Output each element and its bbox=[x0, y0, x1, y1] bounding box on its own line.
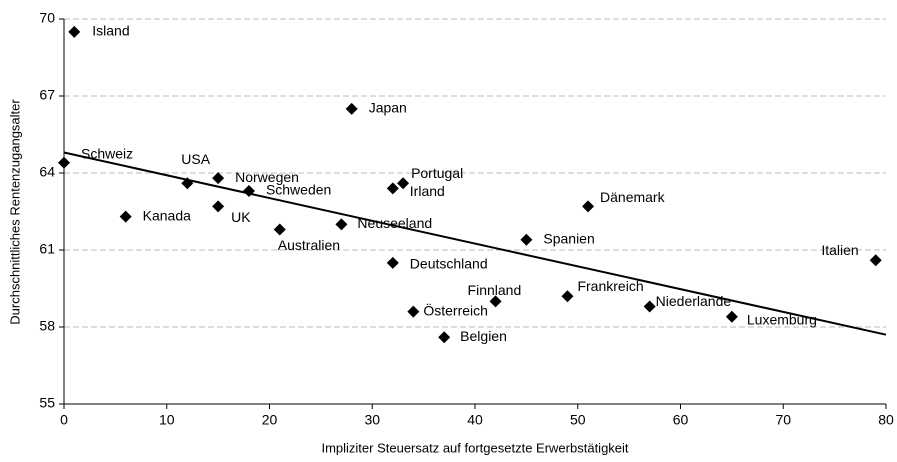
y-tick-label: 67 bbox=[39, 87, 55, 103]
y-axis-label: Durchschnittliches Rentenzugangsalter bbox=[7, 99, 22, 325]
point-label: Japan bbox=[369, 100, 407, 116]
point bbox=[58, 156, 70, 169]
point bbox=[386, 256, 399, 269]
y-tick-label: 58 bbox=[39, 318, 55, 334]
x-tick-label: 30 bbox=[364, 412, 380, 428]
point-label: Österreich bbox=[423, 301, 488, 318]
y-tick-label: 61 bbox=[39, 241, 55, 257]
point-label: Neuseeland bbox=[357, 215, 432, 231]
point-label: Kanada bbox=[143, 207, 191, 223]
x-tick-label: 80 bbox=[878, 412, 894, 428]
point-label: Frankreich bbox=[577, 278, 643, 294]
point-label: Deutschland bbox=[410, 256, 488, 272]
point-label: USA bbox=[181, 151, 210, 167]
point bbox=[438, 331, 451, 344]
point bbox=[212, 172, 225, 185]
point-label: Finnland bbox=[468, 282, 522, 298]
point-label: Schweden bbox=[266, 182, 331, 198]
x-tick-label: 50 bbox=[570, 412, 586, 428]
point bbox=[68, 25, 81, 38]
x-tick-label: 40 bbox=[467, 412, 483, 428]
point-label: Niederlande bbox=[656, 293, 732, 309]
point bbox=[119, 210, 132, 223]
x-tick-label: 0 bbox=[60, 412, 68, 428]
point bbox=[335, 218, 348, 231]
x-tick-label: 10 bbox=[159, 412, 175, 428]
point-label: Belgien bbox=[460, 328, 507, 344]
x-axis-label: Impliziter Steuersatz auf fortgesetzte E… bbox=[321, 440, 628, 455]
point bbox=[181, 177, 194, 190]
point bbox=[869, 254, 882, 267]
point bbox=[397, 177, 410, 190]
point-label: Dänemark bbox=[600, 189, 666, 205]
point-label: Schweiz bbox=[81, 145, 133, 161]
point-label: Island bbox=[92, 23, 129, 39]
y-tick-label: 70 bbox=[39, 10, 55, 26]
point bbox=[582, 200, 595, 213]
y-tick-label: 64 bbox=[39, 164, 55, 180]
point bbox=[489, 295, 502, 308]
x-tick-label: 60 bbox=[673, 412, 689, 428]
point bbox=[242, 184, 255, 197]
point bbox=[407, 305, 420, 318]
point bbox=[212, 200, 225, 213]
point bbox=[643, 300, 656, 313]
point-label: Italien bbox=[821, 242, 858, 258]
point bbox=[345, 102, 358, 115]
point bbox=[725, 310, 738, 323]
point bbox=[520, 233, 533, 246]
point-label: Luxemburg bbox=[747, 311, 817, 327]
x-tick-label: 20 bbox=[262, 412, 278, 428]
point bbox=[561, 290, 574, 303]
x-tick-label: 70 bbox=[775, 412, 791, 428]
point-label: Irland bbox=[410, 183, 445, 199]
point-label: UK bbox=[231, 209, 251, 225]
point-label: Spanien bbox=[543, 230, 594, 246]
trend-line bbox=[63, 151, 887, 336]
point-label: Australien bbox=[278, 237, 340, 253]
point-label: Norwegen bbox=[235, 169, 299, 185]
point bbox=[273, 223, 286, 236]
point bbox=[386, 182, 399, 195]
point-label: Portugal bbox=[411, 165, 463, 181]
y-tick-label: 55 bbox=[39, 395, 55, 411]
